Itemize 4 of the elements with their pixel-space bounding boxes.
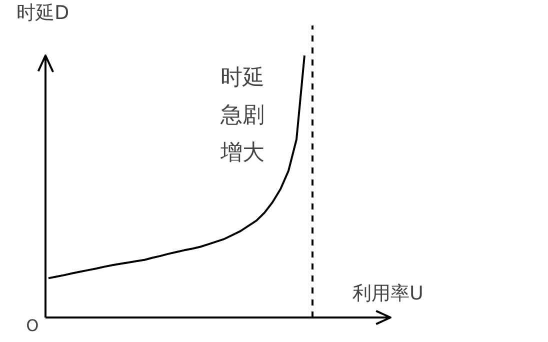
text: O — [26, 316, 39, 335]
annotation: 时延急剧增大 — [220, 66, 264, 166]
x-axis-title: 利用率U — [352, 282, 424, 304]
y-axis-title: 时延D — [16, 2, 70, 24]
